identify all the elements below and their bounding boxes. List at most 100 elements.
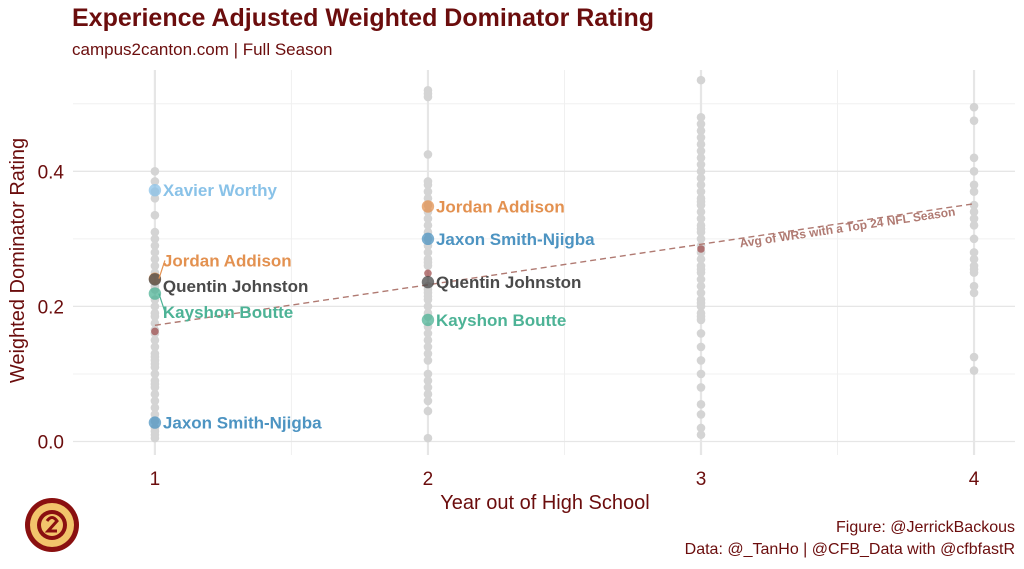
background-point: [423, 302, 433, 311]
background-point: [969, 352, 979, 362]
background-point: [423, 187, 433, 196]
background-point: [150, 376, 160, 386]
background-point: [969, 180, 979, 190]
y-axis-label: Weighted Dominator Rating: [7, 138, 29, 383]
label-leader-line: [158, 260, 166, 279]
background-point: [150, 261, 160, 271]
background-point: [696, 281, 706, 291]
highlight-point: [421, 313, 435, 327]
point-label: Jaxon Smith-Njigba: [436, 230, 595, 249]
background-point: [696, 139, 706, 149]
background-point: [423, 177, 433, 186]
background-point: [423, 221, 433, 230]
background-point: [696, 160, 706, 169]
point-label: Jordan Addison: [436, 197, 565, 216]
background-point: [423, 150, 433, 159]
background-point: [969, 254, 979, 264]
background-point: [150, 248, 160, 257]
highlight-point: [148, 184, 162, 197]
background-point: [423, 248, 433, 257]
background-point: [696, 275, 706, 284]
campus2canton-logo: [24, 497, 80, 553]
background-point: [969, 102, 979, 112]
background-point: [150, 335, 160, 345]
background-point: [150, 349, 160, 358]
background-point: [696, 167, 706, 176]
point-label: Jordan Addison: [163, 251, 292, 270]
background-point: [423, 396, 433, 406]
background-point: [150, 403, 160, 413]
x-tick-label: 2: [423, 469, 434, 490]
average-point: [424, 269, 432, 278]
background-point: [696, 173, 706, 183]
background-point: [150, 342, 160, 352]
highlighted-points: [148, 184, 435, 429]
background-point: [969, 261, 979, 271]
background-point: [696, 75, 706, 85]
background-point: [696, 234, 706, 244]
point-label: Xavier Worthy: [163, 181, 278, 200]
background-point: [696, 187, 706, 196]
background-point: [696, 207, 706, 217]
background-point: [969, 221, 979, 230]
x-tick-label: 1: [150, 469, 161, 490]
background-point: [696, 261, 706, 271]
background-point: [969, 248, 979, 257]
caption-figure-credit: Figure: @JerrickBackous: [836, 519, 1015, 536]
background-point: [150, 234, 160, 244]
caption-data-credit: Data: @_TanHo | @CFB_Data with @cfbfastR: [684, 541, 1015, 558]
background-point: [969, 207, 979, 217]
background-point: [696, 254, 706, 264]
average-point: [151, 327, 159, 336]
background-point: [969, 288, 979, 298]
background-point: [423, 329, 433, 338]
background-point: [696, 214, 706, 223]
background-point: [696, 400, 706, 409]
point-labels: Xavier Worthy Jordan Addison Quentin Johns…: [158, 181, 595, 433]
background-point: [423, 214, 433, 223]
point-label: Kayshon Boutte: [163, 303, 293, 322]
background-point: [696, 194, 706, 203]
highlight-point: [421, 232, 435, 246]
background-point: [969, 214, 979, 223]
label-leader-line: [158, 293, 166, 312]
background-point: [423, 406, 433, 416]
background-point: [696, 329, 706, 338]
x-tick-label: 3: [696, 469, 707, 490]
x-tick-label: 4: [969, 469, 980, 490]
background-point: [150, 167, 160, 176]
background-point: [969, 187, 979, 196]
background-point: [696, 288, 706, 298]
background-point: [969, 281, 979, 291]
background-point: [423, 349, 433, 358]
background-point: [696, 153, 706, 163]
background-point: [696, 146, 706, 156]
point-label: Jaxon Smith-Njigba: [163, 414, 322, 433]
background-point: [969, 116, 979, 125]
background-point: [423, 254, 433, 264]
point-label: Kayshon Boutte: [436, 311, 566, 330]
x-axis-label: Year out of High School: [440, 492, 649, 514]
chart-subtitle: campus2canton.com | Full Season: [72, 40, 333, 59]
highlight-point: [421, 200, 435, 213]
y-tick-label: 0.4: [38, 162, 65, 183]
y-tick-label: 0.0: [38, 432, 64, 453]
background-point: [696, 423, 706, 433]
highlight-point: [148, 416, 162, 429]
background-point: [423, 194, 433, 203]
background-point: [150, 210, 160, 220]
highlight-point: [148, 287, 162, 300]
chart-title: Experience Adjusted Weighted Dominator R…: [72, 4, 655, 32]
background-point: [696, 126, 706, 136]
background-point: [423, 335, 433, 345]
background-point: [696, 356, 706, 365]
background-point: [423, 433, 433, 443]
average-point: [697, 245, 705, 253]
highlight-point: [421, 275, 435, 289]
background-point: [423, 383, 433, 392]
background-point: [696, 430, 706, 440]
background-point: [150, 194, 160, 203]
background-point: [150, 302, 160, 311]
background-point: [150, 389, 160, 399]
